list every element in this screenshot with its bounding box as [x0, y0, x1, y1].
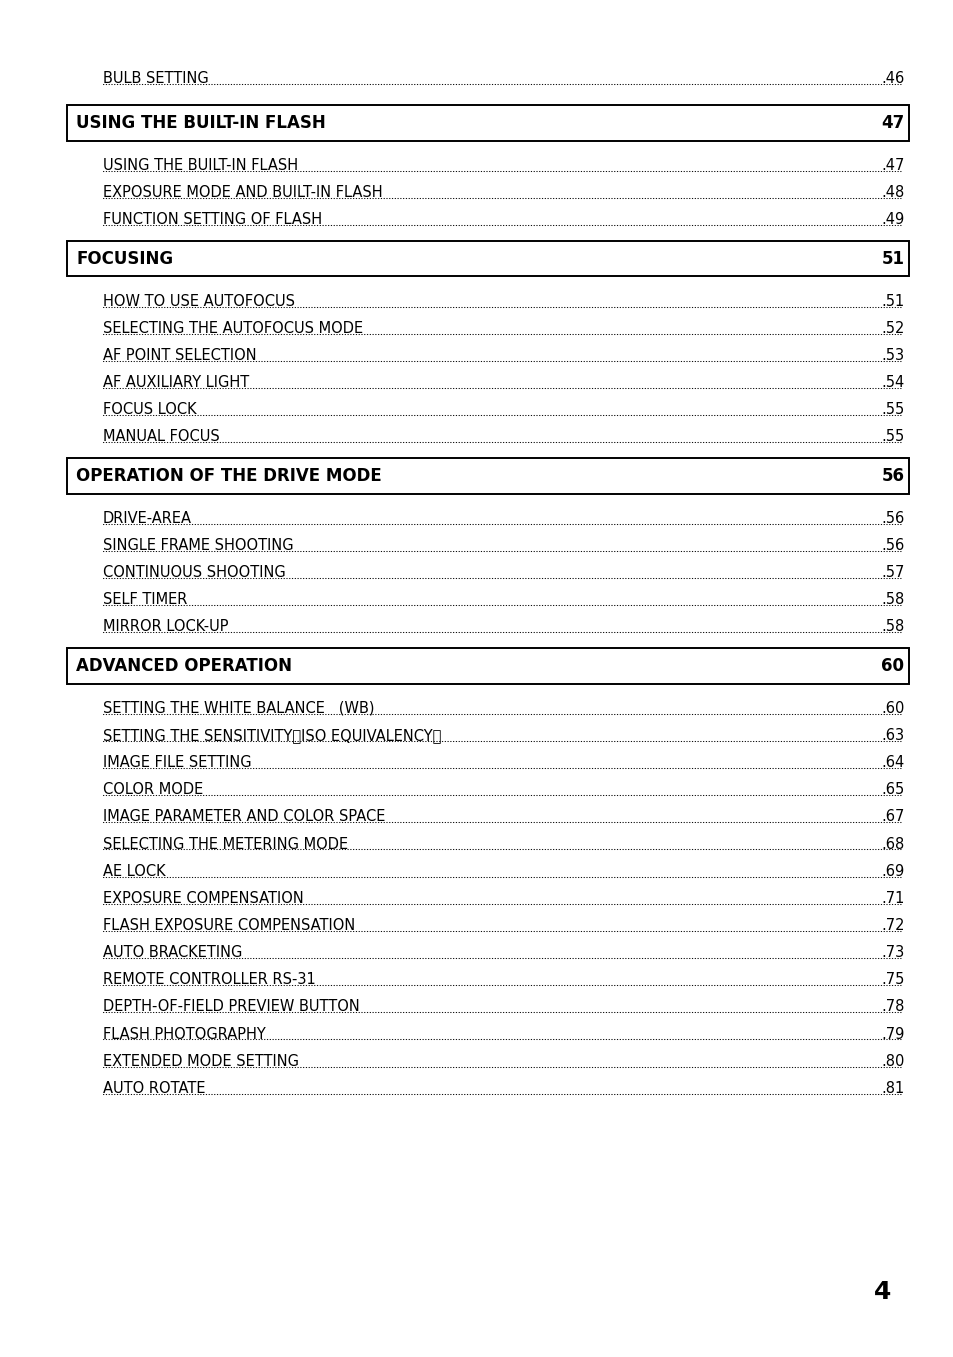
Text: FUNCTION SETTING OF FLASH: FUNCTION SETTING OF FLASH	[103, 212, 322, 228]
Text: FLASH PHOTOGRAPHY: FLASH PHOTOGRAPHY	[103, 1026, 266, 1042]
Text: .49: .49	[881, 212, 903, 228]
Bar	[67, 106, 908, 141]
Text: 56: 56	[881, 467, 903, 484]
Text: SETTING THE SENSITIVITY（ISO EQUIVALENCY）: SETTING THE SENSITIVITY（ISO EQUIVALENCY）	[103, 727, 441, 744]
Text: CONTINUOUS SHOOTING: CONTINUOUS SHOOTING	[103, 565, 286, 581]
Text: .57: .57	[880, 565, 903, 581]
Text: FLASH EXPOSURE COMPENSATION: FLASH EXPOSURE COMPENSATION	[103, 917, 355, 934]
Text: .56: .56	[881, 537, 903, 554]
Text: IMAGE FILE SETTING: IMAGE FILE SETTING	[103, 754, 252, 771]
Text: SELECTING THE AUTOFOCUS MODE: SELECTING THE AUTOFOCUS MODE	[103, 320, 363, 337]
Text: .52: .52	[880, 320, 903, 337]
Text: FOCUSING: FOCUSING	[76, 250, 173, 267]
Text: DEPTH-OF-FIELD PREVIEW BUTTON: DEPTH-OF-FIELD PREVIEW BUTTON	[103, 999, 359, 1015]
Text: .75: .75	[880, 972, 903, 988]
Text: .71: .71	[880, 890, 903, 906]
Text: SELF TIMER: SELF TIMER	[103, 592, 187, 608]
Text: COLOR MODE: COLOR MODE	[103, 782, 203, 798]
Text: IMAGE PARAMETER AND COLOR SPACE: IMAGE PARAMETER AND COLOR SPACE	[103, 809, 385, 825]
Text: USING THE BUILT-IN FLASH: USING THE BUILT-IN FLASH	[76, 114, 326, 132]
Bar	[67, 649, 908, 684]
Text: MIRROR LOCK-UP: MIRROR LOCK-UP	[103, 619, 229, 635]
Text: .73: .73	[881, 944, 903, 961]
Text: .68: .68	[881, 836, 903, 852]
Text: 47: 47	[881, 114, 903, 132]
Text: .72: .72	[880, 917, 903, 934]
Text: USING THE BUILT-IN FLASH: USING THE BUILT-IN FLASH	[103, 157, 298, 174]
Text: DRIVE-AREA: DRIVE-AREA	[103, 510, 192, 527]
Text: REMOTE CONTROLLER RS-31: REMOTE CONTROLLER RS-31	[103, 972, 315, 988]
Text: EXPOSURE COMPENSATION: EXPOSURE COMPENSATION	[103, 890, 303, 906]
Text: .79: .79	[880, 1026, 903, 1042]
Text: 60: 60	[881, 657, 903, 674]
Text: .63: .63	[881, 727, 903, 744]
Text: .80: .80	[880, 1053, 903, 1069]
Text: .53: .53	[881, 347, 903, 364]
Text: .58: .58	[881, 619, 903, 635]
Text: BULB SETTING: BULB SETTING	[103, 71, 209, 87]
Text: SINGLE FRAME SHOOTING: SINGLE FRAME SHOOTING	[103, 537, 294, 554]
Text: .65: .65	[881, 782, 903, 798]
Text: .64: .64	[881, 754, 903, 771]
Text: .69: .69	[881, 863, 903, 879]
Text: .56: .56	[881, 510, 903, 527]
Text: SELECTING THE METERING MODE: SELECTING THE METERING MODE	[103, 836, 348, 852]
Text: AUTO ROTATE: AUTO ROTATE	[103, 1080, 205, 1096]
Text: .47: .47	[880, 157, 903, 174]
Text: .46: .46	[881, 71, 903, 87]
Text: AF POINT SELECTION: AF POINT SELECTION	[103, 347, 256, 364]
Text: .55: .55	[881, 429, 903, 445]
Text: .55: .55	[881, 402, 903, 418]
Text: .78: .78	[880, 999, 903, 1015]
Text: EXPOSURE MODE AND BUILT-IN FLASH: EXPOSURE MODE AND BUILT-IN FLASH	[103, 185, 382, 201]
Text: .54: .54	[881, 375, 903, 391]
Text: .81: .81	[881, 1080, 903, 1096]
Text: EXTENDED MODE SETTING: EXTENDED MODE SETTING	[103, 1053, 298, 1069]
Text: AE LOCK: AE LOCK	[103, 863, 166, 879]
Text: OPERATION OF THE DRIVE MODE: OPERATION OF THE DRIVE MODE	[76, 467, 381, 484]
Bar	[67, 242, 908, 277]
Text: SETTING THE WHITE BALANCE   (WB): SETTING THE WHITE BALANCE (WB)	[103, 700, 375, 716]
Bar	[67, 459, 908, 494]
Text: FOCUS LOCK: FOCUS LOCK	[103, 402, 196, 418]
Text: .67: .67	[880, 809, 903, 825]
Text: 51: 51	[881, 250, 903, 267]
Text: .48: .48	[881, 185, 903, 201]
Text: AUTO BRACKETING: AUTO BRACKETING	[103, 944, 242, 961]
Text: HOW TO USE AUTOFOCUS: HOW TO USE AUTOFOCUS	[103, 293, 294, 309]
Text: MANUAL FOCUS: MANUAL FOCUS	[103, 429, 219, 445]
Text: .51: .51	[881, 293, 903, 309]
Text: AF AUXILIARY LIGHT: AF AUXILIARY LIGHT	[103, 375, 249, 391]
Text: .60: .60	[880, 700, 903, 716]
Text: ADVANCED OPERATION: ADVANCED OPERATION	[76, 657, 292, 674]
Text: .58: .58	[881, 592, 903, 608]
Text: 4: 4	[873, 1280, 890, 1304]
